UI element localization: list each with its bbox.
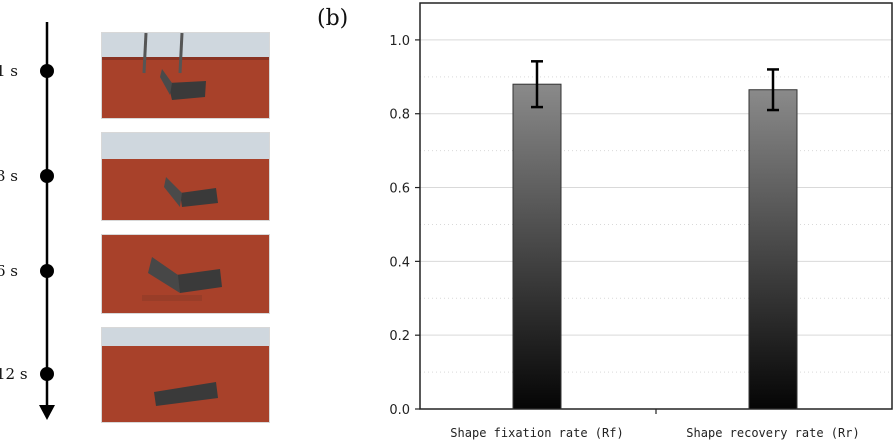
y-tick-label: 1.0: [389, 34, 410, 49]
timeline-dot-2: [40, 169, 54, 183]
time-label-1: 1 s: [0, 62, 19, 80]
timeline-dot-1: [40, 64, 54, 78]
recovery-photo-6s: [101, 234, 270, 314]
photo-6s-scene: [102, 235, 269, 313]
recovery-photo-3s: [101, 132, 270, 221]
y-tick-label: 0.4: [389, 255, 410, 270]
y-tick-label: 0.8: [389, 108, 410, 123]
time-label-4: 12 s: [0, 365, 28, 383]
photo-12s-scene: [102, 328, 269, 422]
y-tick-label: 0.0: [389, 403, 410, 418]
plot-area-frame: [419, 2, 893, 410]
error-bars: [531, 60, 779, 112]
bar-2: [748, 89, 798, 410]
shape-recovery-timeline: 1 s 3 s 6 s 12 s: [0, 0, 290, 442]
timeline-arrow-icon: [39, 405, 55, 420]
photo-1s-scene: [102, 33, 269, 118]
time-label-3: 6 s: [0, 262, 19, 280]
y-tick-label: 0.6: [389, 182, 410, 197]
timeline-dot-3: [40, 264, 54, 278]
timeline-axis: [39, 22, 55, 420]
bars: [512, 83, 798, 410]
x-axis-categories: Shape fixation rate (Rf) Shape recovery r…: [450, 426, 859, 440]
photo-3s-scene: [102, 133, 269, 220]
y-axis-ticks: 0.0 0.2 0.4 0.6 0.8 1.0: [389, 34, 657, 418]
y-tick-label: 0.2: [389, 329, 410, 344]
bar-1: [512, 83, 562, 410]
recovery-photo-1s: [101, 32, 270, 119]
time-label-2: 3 s: [0, 167, 19, 185]
x-category-label-1: Shape fixation rate (Rf): [450, 426, 623, 440]
panel-b-label: (b): [317, 6, 349, 31]
x-category-label-2: Shape recovery rate (Rr): [686, 426, 859, 440]
timeline-dot-4: [40, 367, 54, 381]
grid-lines: [420, 2, 892, 373]
recovery-photo-12s: [101, 327, 270, 423]
